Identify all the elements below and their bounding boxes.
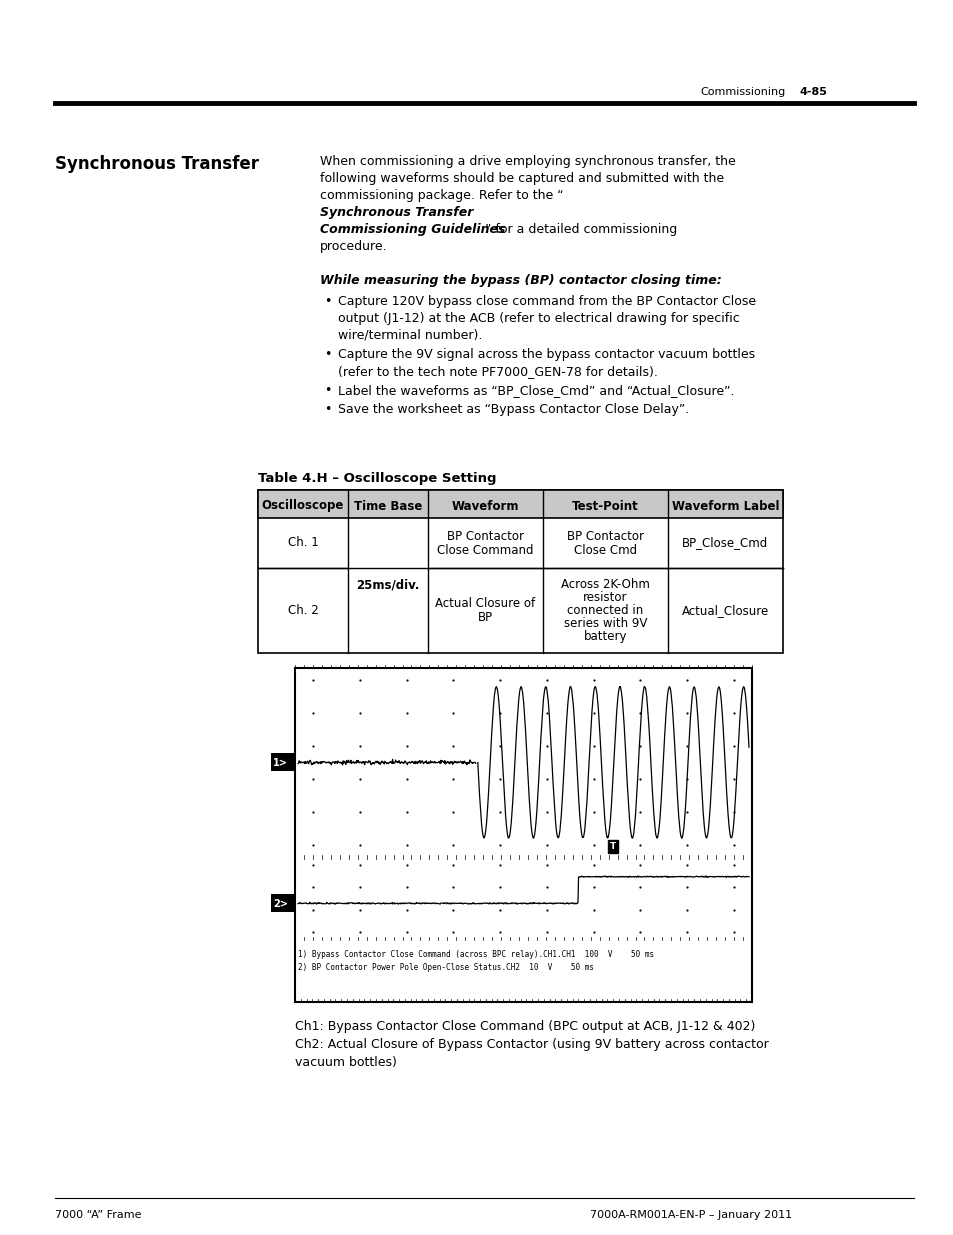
Bar xyxy=(257,490,782,653)
Text: connected in: connected in xyxy=(567,604,643,618)
Text: resistor: resistor xyxy=(582,592,627,604)
Text: •: • xyxy=(324,384,331,396)
Text: 4-85: 4-85 xyxy=(800,86,827,98)
Text: Waveform Label: Waveform Label xyxy=(671,499,779,513)
Text: 2) BP Contactor Power Pole Open-Close Status.CH2  10  V    50 ms: 2) BP Contactor Power Pole Open-Close St… xyxy=(297,963,594,972)
Text: ” for a detailed commissioning: ” for a detailed commissioning xyxy=(484,224,677,236)
Bar xyxy=(294,668,751,1002)
Text: Waveform: Waveform xyxy=(452,499,518,513)
Bar xyxy=(257,490,782,517)
Text: •: • xyxy=(324,348,331,361)
Text: Actual Closure of: Actual Closure of xyxy=(435,597,535,610)
Text: BP Contactor: BP Contactor xyxy=(566,530,643,542)
Text: 7000A-RM001A-EN-P – January 2011: 7000A-RM001A-EN-P – January 2011 xyxy=(589,1210,791,1220)
Text: following waveforms should be captured and submitted with the: following waveforms should be captured a… xyxy=(319,172,723,185)
Text: 1>: 1> xyxy=(273,758,288,768)
Text: Commissioning Guidelines: Commissioning Guidelines xyxy=(319,224,505,236)
Text: Close Command: Close Command xyxy=(436,543,533,557)
Text: Ch2: Actual Closure of Bypass Contactor (using 9V battery across contactor: Ch2: Actual Closure of Bypass Contactor … xyxy=(294,1037,768,1051)
Text: output (J1-12) at the ACB (refer to electrical drawing for specific: output (J1-12) at the ACB (refer to elec… xyxy=(337,312,739,325)
Text: wire/terminal number).: wire/terminal number). xyxy=(337,329,482,342)
Bar xyxy=(271,753,294,772)
Text: Capture 120V bypass close command from the BP Contactor Close: Capture 120V bypass close command from t… xyxy=(337,295,756,308)
Bar xyxy=(271,894,294,913)
Text: When commissioning a drive employing synchronous transfer, the: When commissioning a drive employing syn… xyxy=(319,156,735,168)
Text: Oscilloscope: Oscilloscope xyxy=(261,499,344,513)
Text: T: T xyxy=(609,842,615,851)
Text: Save the worksheet as “Bypass Contactor Close Delay”.: Save the worksheet as “Bypass Contactor … xyxy=(337,403,688,416)
Text: procedure.: procedure. xyxy=(319,240,387,253)
Text: BP_Close_Cmd: BP_Close_Cmd xyxy=(681,536,768,550)
Text: Label the waveforms as “BP_Close_Cmd” and “Actual_Closure”.: Label the waveforms as “BP_Close_Cmd” an… xyxy=(337,384,734,396)
Bar xyxy=(257,490,782,517)
Text: BP: BP xyxy=(477,611,493,624)
Text: Ch1: Bypass Contactor Close Command (BPC output at ACB, J1-12 & 402): Ch1: Bypass Contactor Close Command (BPC… xyxy=(294,1020,755,1032)
Text: Close Cmd: Close Cmd xyxy=(574,543,637,557)
Text: Ch. 2: Ch. 2 xyxy=(287,604,318,618)
Text: Synchronous Transfer: Synchronous Transfer xyxy=(319,206,473,219)
Text: commissioning package. Refer to the “: commissioning package. Refer to the “ xyxy=(319,189,563,203)
Text: Table 4.H – Oscilloscope Setting: Table 4.H – Oscilloscope Setting xyxy=(257,472,496,485)
Text: (refer to the tech note PF7000_GEN-78 for details).: (refer to the tech note PF7000_GEN-78 fo… xyxy=(337,366,658,378)
Text: 25ms/div.: 25ms/div. xyxy=(355,579,419,592)
Text: Actual_Closure: Actual_Closure xyxy=(681,604,768,618)
Text: Ch. 1: Ch. 1 xyxy=(287,536,318,550)
Text: 2>: 2> xyxy=(273,899,288,909)
Text: Test-Point: Test-Point xyxy=(572,499,639,513)
Text: Commissioning: Commissioning xyxy=(700,86,784,98)
Text: Capture the 9V signal across the bypass contactor vacuum bottles: Capture the 9V signal across the bypass … xyxy=(337,348,755,361)
Text: Synchronous Transfer: Synchronous Transfer xyxy=(55,156,258,173)
Text: While measuring the bypass (BP) contactor closing time:: While measuring the bypass (BP) contacto… xyxy=(319,274,721,287)
Text: 1) Bypass Contactor Close Command (across BPC relay).CH1.CH1  100  V    50 ms: 1) Bypass Contactor Close Command (acros… xyxy=(297,950,654,960)
Text: battery: battery xyxy=(583,630,626,643)
Text: •: • xyxy=(324,403,331,416)
Text: series with 9V: series with 9V xyxy=(563,618,646,630)
Text: vacuum bottles): vacuum bottles) xyxy=(294,1056,396,1070)
Text: Time Base: Time Base xyxy=(354,499,422,513)
Text: •: • xyxy=(324,295,331,308)
Text: 7000 “A” Frame: 7000 “A” Frame xyxy=(55,1210,141,1220)
Text: BP Contactor: BP Contactor xyxy=(447,530,523,542)
Text: Across 2K-Ohm: Across 2K-Ohm xyxy=(560,578,649,592)
